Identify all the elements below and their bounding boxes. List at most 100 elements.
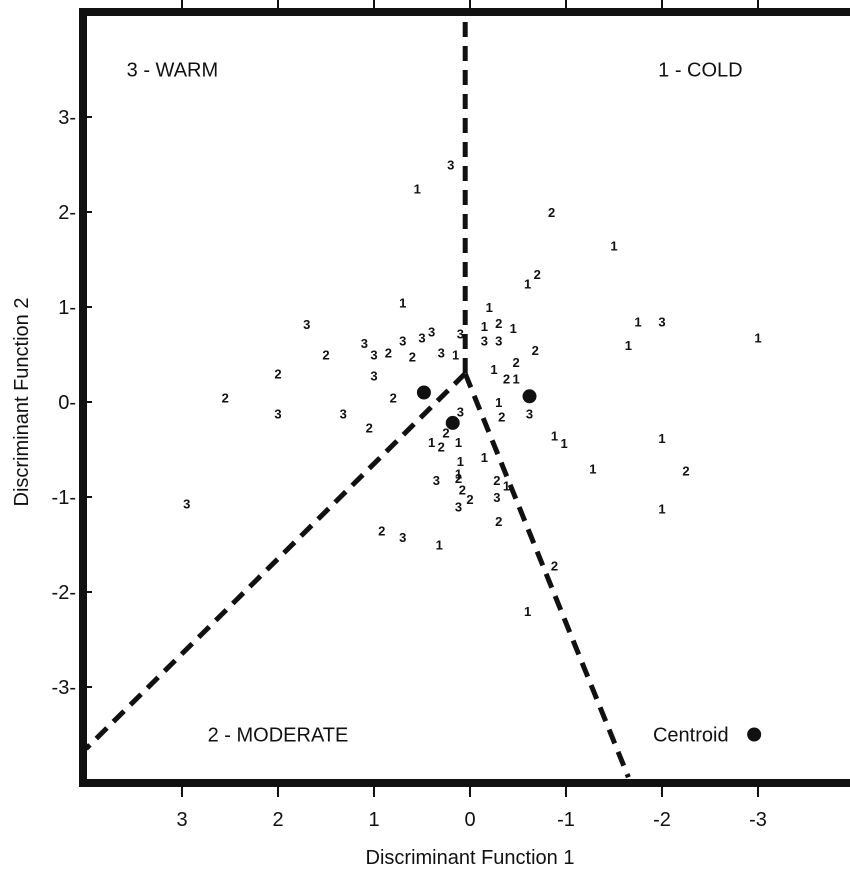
y-tick-label: 2- bbox=[58, 202, 76, 224]
data-point-group-2: 2 bbox=[495, 514, 502, 529]
data-point-group-1: 1 bbox=[658, 431, 665, 446]
x-tick-label: -3 bbox=[749, 809, 767, 831]
centroid-marker-1 bbox=[416, 385, 431, 400]
y-tick-label: 0- bbox=[58, 392, 76, 414]
data-point-group-3: 3 bbox=[399, 530, 406, 545]
data-point-group-2: 2 bbox=[532, 343, 539, 358]
y-tick-label: -1- bbox=[52, 487, 76, 509]
data-point-group-1: 1 bbox=[481, 319, 488, 334]
region-label-3: 2 - MODERATE bbox=[208, 725, 349, 747]
data-point-group-2: 2 bbox=[378, 523, 385, 538]
data-point-group-2: 2 bbox=[385, 346, 392, 361]
data-point-group-3: 3 bbox=[493, 490, 500, 505]
data-point-group-2: 2 bbox=[409, 349, 416, 364]
data-point-group-1: 1 bbox=[481, 450, 488, 465]
data-point-group-1: 1 bbox=[551, 428, 558, 443]
centroid-markers bbox=[416, 385, 537, 430]
data-point-group-2: 2 bbox=[551, 558, 558, 573]
data-point-group-3: 3 bbox=[340, 406, 347, 421]
data-point-group-3: 3 bbox=[658, 314, 665, 329]
data-point-group-3: 3 bbox=[361, 336, 368, 351]
data-point-group-2: 2 bbox=[466, 492, 473, 507]
data-point-group-1: 1 bbox=[610, 238, 617, 253]
data-point-group-1: 1 bbox=[589, 462, 596, 477]
data-point-group-1: 1 bbox=[436, 538, 443, 553]
data-point-group-3: 3 bbox=[303, 317, 310, 332]
y-tick-label: 1- bbox=[58, 297, 76, 319]
boundary-line-3 bbox=[462, 372, 631, 779]
data-point-group-3: 3 bbox=[455, 500, 462, 515]
data-point-group-3: 3 bbox=[447, 158, 454, 173]
data-point-group-3: 3 bbox=[433, 473, 440, 488]
data-point-group-2: 2 bbox=[322, 348, 329, 363]
data-point-group-2: 2 bbox=[442, 425, 449, 440]
data-point-group-1: 1 bbox=[510, 321, 517, 336]
data-point-group-3: 3 bbox=[457, 405, 464, 420]
data-point-group-1: 1 bbox=[486, 300, 493, 315]
x-tick-label: -1 bbox=[557, 809, 575, 831]
data-point-group-1: 1 bbox=[457, 454, 464, 469]
data-point-group-2: 2 bbox=[495, 316, 502, 331]
data-point-group-1: 1 bbox=[495, 395, 502, 410]
region-label-2: 1 - COLD bbox=[658, 60, 742, 82]
data-point-group-2: 2 bbox=[222, 390, 229, 405]
data-point-group-3: 3 bbox=[438, 346, 445, 361]
data-point-group-1: 1 bbox=[455, 466, 462, 481]
data-point-group-2: 2 bbox=[682, 463, 689, 478]
data-point-group-3: 3 bbox=[274, 406, 281, 421]
y-tick-label: 3- bbox=[58, 107, 76, 129]
data-point-group-3: 3 bbox=[399, 333, 406, 348]
data-point-group-2: 2 bbox=[438, 440, 445, 455]
x-tick-label: 1 bbox=[368, 809, 379, 831]
data-point-group-1: 1 bbox=[455, 435, 462, 450]
y-axis-title: Discriminant Function 2 bbox=[11, 298, 33, 507]
data-point-group-3: 3 bbox=[495, 333, 502, 348]
x-axis-title: Discriminant Function 1 bbox=[366, 847, 575, 869]
data-point-group-1: 1 bbox=[625, 338, 632, 353]
data-point-group-1: 1 bbox=[399, 295, 406, 310]
x-axis-ticks: 3 2 1 0 -1 -2 -3 bbox=[176, 0, 767, 831]
data-point-group-1: 1 bbox=[754, 330, 761, 345]
data-point-group-2: 2 bbox=[498, 409, 505, 424]
x-tick-label: 0 bbox=[464, 809, 475, 831]
y-tick-label: -3- bbox=[52, 677, 76, 699]
legend-centroid-marker bbox=[747, 727, 762, 742]
centroid-marker-3 bbox=[522, 389, 537, 404]
x-tick-label: 2 bbox=[272, 809, 283, 831]
boundary-line-2 bbox=[84, 371, 467, 751]
region-boundaries bbox=[84, 22, 631, 779]
x-tick-label: -2 bbox=[653, 809, 671, 831]
data-point-group-3: 3 bbox=[428, 325, 435, 340]
centroid-marker-2 bbox=[445, 415, 460, 430]
data-point-group-1: 1 bbox=[512, 371, 519, 386]
data-point-group-1: 1 bbox=[503, 479, 510, 494]
data-point-group-3: 3 bbox=[370, 348, 377, 363]
data-point-group-2: 2 bbox=[503, 371, 510, 386]
data-point-group-2: 2 bbox=[455, 471, 462, 486]
data-point-group-1: 1 bbox=[414, 181, 421, 196]
y-tick-label: -2- bbox=[52, 582, 76, 604]
data-point-group-3: 3 bbox=[481, 333, 488, 348]
data-point-group-3: 3 bbox=[183, 497, 190, 512]
data-point-group-1: 1 bbox=[634, 314, 641, 329]
data-point-group-2: 2 bbox=[493, 473, 500, 488]
data-point-group-1: 1 bbox=[658, 501, 665, 516]
data-point-group-3: 3 bbox=[370, 368, 377, 383]
plot-frame bbox=[79, 8, 850, 787]
x-tick-label: 3 bbox=[176, 809, 187, 831]
y-axis-ticks: 3- 2- 1- 0- -1- -2- -3- bbox=[52, 107, 92, 699]
data-point-group-3: 3 bbox=[457, 327, 464, 342]
data-point-group-1: 1 bbox=[524, 604, 531, 619]
legend: Centroid bbox=[653, 725, 762, 747]
data-point-group-1: 1 bbox=[524, 276, 531, 291]
data-point-group-2: 2 bbox=[274, 367, 281, 382]
data-point-group-3: 3 bbox=[418, 330, 425, 345]
region-label-1: 3 - WARM bbox=[127, 60, 218, 82]
data-point-group-2: 2 bbox=[366, 421, 373, 436]
data-point-group-1: 1 bbox=[560, 436, 567, 451]
data-point-group-3: 3 bbox=[526, 406, 533, 421]
data-point-group-1: 1 bbox=[452, 348, 459, 363]
data-point-group-2: 2 bbox=[512, 355, 519, 370]
